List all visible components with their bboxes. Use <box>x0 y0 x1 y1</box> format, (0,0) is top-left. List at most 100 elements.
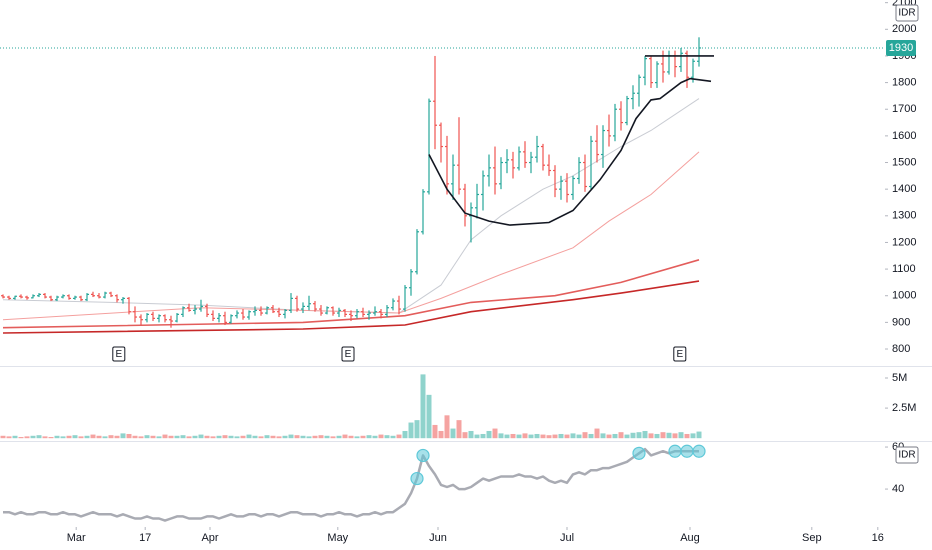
volume-bar <box>198 434 204 439</box>
volume-bar <box>102 436 108 439</box>
volume-bar <box>264 435 270 439</box>
rsi-highlight <box>410 471 424 486</box>
y-tick-label: 1400 <box>892 183 916 195</box>
x-tick-label: 17 <box>139 532 151 544</box>
volume-bar <box>240 435 246 439</box>
volume-bar <box>378 434 384 439</box>
ohlc-bar <box>577 157 581 184</box>
volume-bar <box>414 420 420 439</box>
volume-bar <box>594 428 600 439</box>
volume-bar <box>234 436 240 439</box>
ohlc-bar <box>247 310 251 320</box>
ohlc-bar <box>265 306 269 315</box>
ohlc-bar <box>559 175 563 200</box>
ohlc-bar <box>373 306 377 316</box>
ohlc-bar <box>391 298 395 311</box>
ohlc-bar <box>565 173 569 203</box>
ohlc-bar <box>433 55 437 150</box>
volume-bar <box>12 435 18 439</box>
unit-label: IDR <box>898 8 915 19</box>
y-tick-label: 1700 <box>892 103 916 115</box>
ohlc-bar <box>361 307 365 318</box>
volume-bar <box>558 433 564 439</box>
moving-average <box>2 280 700 334</box>
volume-bar <box>330 436 336 439</box>
y-tick-label: 1800 <box>892 76 916 88</box>
ohlc-bar <box>67 294 71 300</box>
y-tick-label: 1200 <box>892 236 916 248</box>
y-tick-label: 800 <box>892 343 910 355</box>
x-tick-label: Jul <box>560 532 574 544</box>
volume-bar <box>144 435 150 439</box>
ohlc-bar <box>127 297 131 315</box>
volume-bar <box>624 434 630 439</box>
volume-bar <box>24 436 30 439</box>
ohlc-bar <box>319 305 323 316</box>
ohlc-bar <box>643 55 647 86</box>
volume-bar <box>192 435 198 439</box>
ohlc-bar <box>589 135 593 190</box>
volume-bar <box>96 435 102 439</box>
unit-box <box>895 4 919 22</box>
y-tick-label: 1000 <box>892 290 916 302</box>
volume-bar <box>354 436 360 439</box>
x-tick-label: Aug <box>680 532 700 544</box>
volume-bar <box>246 434 252 439</box>
volume-bar <box>456 420 462 439</box>
ohlc-bar <box>337 307 341 318</box>
ohlc-bar <box>487 154 491 187</box>
volume-bar <box>642 430 648 439</box>
volume-bar <box>618 432 624 439</box>
volume-bar <box>552 434 558 439</box>
ohlc-bar <box>379 309 383 319</box>
volume-bar <box>522 433 528 439</box>
volume-bar <box>372 435 378 439</box>
volume-bar <box>252 435 258 439</box>
volume-bar <box>312 435 318 439</box>
rsi-highlight <box>416 448 430 463</box>
y-tick-label: 1100 <box>892 263 916 275</box>
ohlc-bar <box>607 114 611 147</box>
ohlc-bar <box>523 141 527 168</box>
volume-bar <box>450 428 456 439</box>
ohlc-bar <box>205 303 209 318</box>
volume-bar <box>546 435 552 439</box>
volume-bar <box>54 435 60 439</box>
ohlc-bar <box>631 85 635 110</box>
ohlc-bar <box>499 157 503 190</box>
ohlc-bar <box>163 314 167 323</box>
volume-bar <box>438 430 444 439</box>
ohlc-bar <box>25 295 29 300</box>
volume-bar <box>18 436 24 439</box>
ohlc-bar <box>115 294 119 303</box>
volume-bar <box>612 433 618 439</box>
ohlc-bar <box>133 306 137 323</box>
ohlc-bar <box>253 306 257 316</box>
volume-bar <box>462 432 468 439</box>
volume-bar <box>162 434 168 439</box>
ohlc-bar <box>421 189 425 235</box>
ohlc-bar <box>313 301 317 312</box>
x-tick-label: Apr <box>201 532 218 544</box>
volume-bar <box>174 435 180 439</box>
ohlc-bar <box>655 61 659 88</box>
volume-bar <box>606 434 612 439</box>
ohlc-bar <box>283 309 287 319</box>
ohlc-bar <box>535 135 539 163</box>
volume-bar <box>390 435 396 439</box>
ohlc-bar <box>1 294 5 299</box>
rsi-highlight <box>692 444 706 458</box>
ohlc-bar <box>43 293 47 299</box>
volume-bar <box>588 433 594 439</box>
ohlc-bar <box>355 309 359 319</box>
volume-bar <box>276 436 282 439</box>
volume-bar <box>534 433 540 439</box>
ohlc-bar <box>109 291 113 298</box>
y-tick-label: 1300 <box>892 210 916 222</box>
volume-bar <box>480 433 486 439</box>
ohlc-bar <box>445 135 449 195</box>
ohlc-bar <box>331 306 335 316</box>
volume-bar <box>402 430 408 439</box>
y-tick-label: 1600 <box>892 130 916 142</box>
